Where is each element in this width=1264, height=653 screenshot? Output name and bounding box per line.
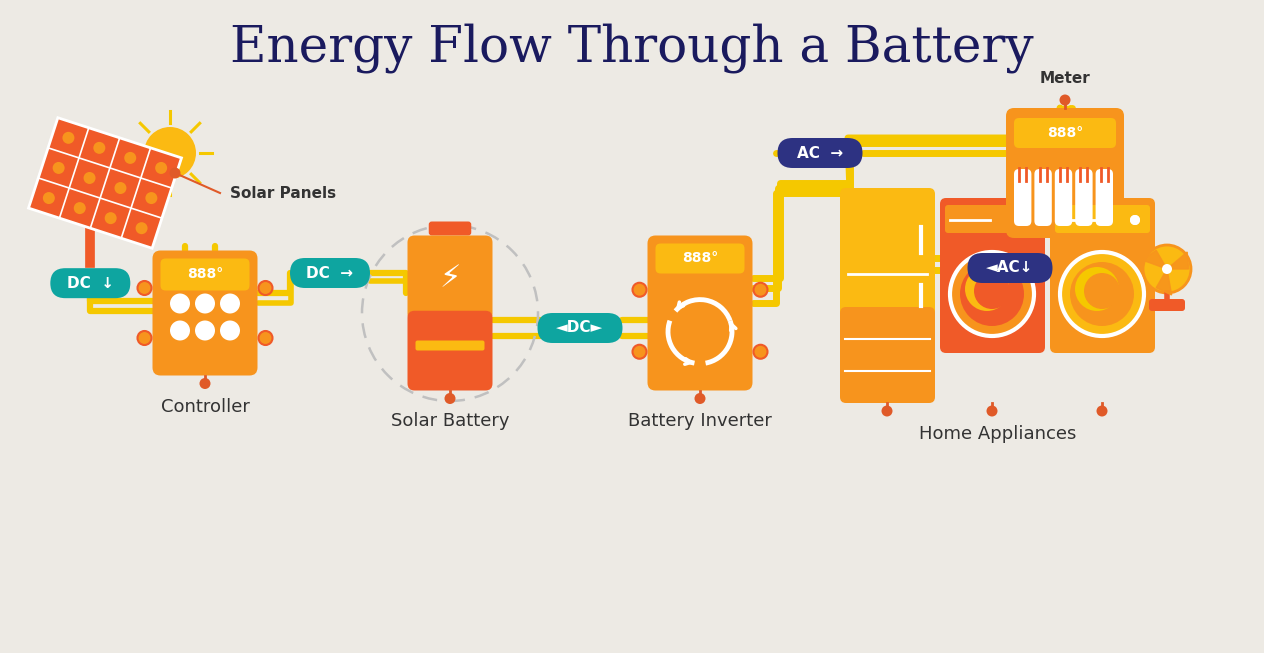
- Circle shape: [94, 142, 105, 154]
- FancyBboxPatch shape: [289, 258, 370, 288]
- Circle shape: [632, 283, 646, 296]
- Circle shape: [195, 293, 215, 313]
- Text: 888°: 888°: [187, 268, 224, 281]
- Polygon shape: [1167, 252, 1188, 269]
- Circle shape: [694, 393, 705, 404]
- FancyBboxPatch shape: [51, 268, 130, 298]
- Circle shape: [753, 283, 767, 296]
- FancyBboxPatch shape: [1014, 118, 1116, 148]
- Text: Solar Panels: Solar Panels: [230, 185, 336, 200]
- FancyBboxPatch shape: [1006, 108, 1124, 238]
- Circle shape: [53, 162, 64, 174]
- Circle shape: [964, 267, 1009, 311]
- Text: DC  →: DC →: [306, 266, 354, 281]
- Text: ◄AC↓: ◄AC↓: [986, 261, 1034, 276]
- Circle shape: [975, 273, 1010, 309]
- Circle shape: [124, 152, 137, 164]
- FancyBboxPatch shape: [416, 340, 484, 351]
- Text: Solar Battery: Solar Battery: [391, 413, 509, 430]
- Text: Battery Inverter: Battery Inverter: [628, 413, 772, 430]
- Circle shape: [1020, 215, 1030, 225]
- FancyBboxPatch shape: [1076, 169, 1092, 226]
- FancyBboxPatch shape: [1096, 169, 1114, 226]
- Text: ⚡: ⚡: [440, 264, 460, 293]
- Circle shape: [959, 262, 1024, 326]
- Circle shape: [145, 192, 157, 204]
- Circle shape: [632, 345, 646, 358]
- FancyBboxPatch shape: [656, 244, 744, 274]
- FancyBboxPatch shape: [416, 368, 484, 379]
- Circle shape: [138, 331, 152, 345]
- Circle shape: [155, 162, 167, 174]
- FancyBboxPatch shape: [1050, 198, 1155, 353]
- FancyBboxPatch shape: [841, 188, 935, 317]
- Circle shape: [144, 127, 196, 179]
- Circle shape: [138, 281, 152, 295]
- Circle shape: [1085, 273, 1120, 309]
- Circle shape: [200, 378, 211, 389]
- Text: AC  →: AC →: [796, 146, 843, 161]
- FancyBboxPatch shape: [407, 236, 493, 321]
- Text: 888°: 888°: [1047, 126, 1083, 140]
- Circle shape: [1143, 245, 1191, 293]
- FancyBboxPatch shape: [777, 138, 862, 168]
- Circle shape: [881, 406, 892, 417]
- Circle shape: [1130, 215, 1140, 225]
- Circle shape: [62, 132, 75, 144]
- Text: ◄DC►: ◄DC►: [556, 321, 604, 336]
- Circle shape: [753, 345, 767, 358]
- FancyBboxPatch shape: [537, 313, 622, 343]
- FancyBboxPatch shape: [841, 307, 935, 403]
- FancyBboxPatch shape: [1034, 169, 1052, 226]
- Circle shape: [105, 212, 116, 224]
- FancyBboxPatch shape: [161, 259, 249, 291]
- Circle shape: [220, 293, 240, 313]
- FancyBboxPatch shape: [1055, 205, 1150, 233]
- Circle shape: [986, 406, 997, 417]
- Circle shape: [195, 321, 215, 340]
- Circle shape: [169, 168, 181, 178]
- Circle shape: [169, 293, 190, 313]
- Polygon shape: [1143, 250, 1167, 269]
- Circle shape: [115, 182, 126, 194]
- Circle shape: [73, 202, 86, 214]
- Polygon shape: [29, 118, 182, 248]
- Circle shape: [1059, 95, 1071, 106]
- Text: Meter: Meter: [1039, 71, 1091, 86]
- Circle shape: [43, 192, 54, 204]
- Circle shape: [1162, 264, 1172, 274]
- Circle shape: [83, 172, 96, 184]
- Text: Home Appliances: Home Appliances: [919, 425, 1076, 443]
- FancyBboxPatch shape: [1014, 169, 1031, 226]
- FancyBboxPatch shape: [967, 253, 1053, 283]
- Circle shape: [259, 281, 273, 295]
- Circle shape: [169, 321, 190, 340]
- Circle shape: [1130, 215, 1140, 225]
- FancyBboxPatch shape: [945, 205, 1040, 233]
- Text: Controller: Controller: [161, 398, 249, 415]
- FancyBboxPatch shape: [1054, 169, 1072, 226]
- FancyBboxPatch shape: [940, 198, 1045, 353]
- FancyBboxPatch shape: [647, 236, 752, 390]
- Circle shape: [1020, 215, 1030, 225]
- Circle shape: [135, 222, 148, 234]
- Text: Energy Flow Through a Battery: Energy Flow Through a Battery: [230, 23, 1034, 73]
- FancyBboxPatch shape: [416, 355, 484, 364]
- Circle shape: [1074, 267, 1119, 311]
- Polygon shape: [1157, 269, 1172, 295]
- Circle shape: [259, 331, 273, 345]
- FancyBboxPatch shape: [428, 221, 471, 236]
- Text: 888°: 888°: [681, 251, 718, 266]
- Text: DC  ↓: DC ↓: [67, 276, 114, 291]
- Circle shape: [220, 321, 240, 340]
- Circle shape: [445, 393, 455, 404]
- FancyBboxPatch shape: [407, 311, 493, 390]
- Circle shape: [1060, 252, 1144, 336]
- Circle shape: [1096, 406, 1107, 417]
- FancyBboxPatch shape: [1149, 299, 1186, 311]
- Circle shape: [1071, 262, 1134, 326]
- FancyBboxPatch shape: [153, 251, 258, 375]
- Circle shape: [951, 252, 1034, 336]
